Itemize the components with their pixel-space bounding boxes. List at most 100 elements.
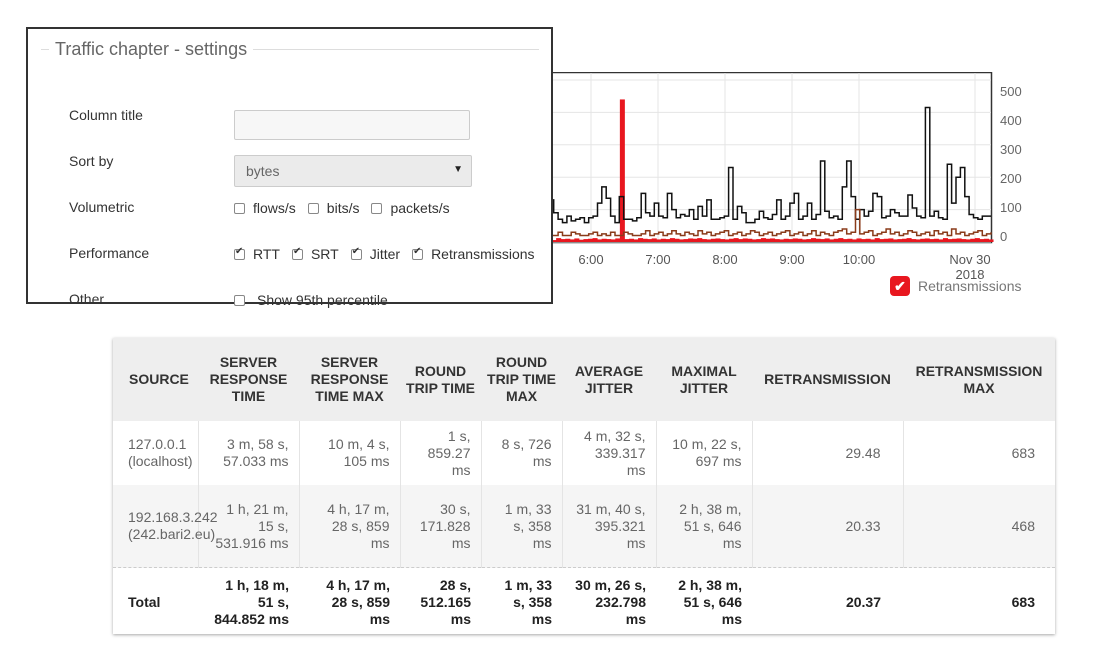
checkbox-rtt[interactable]: [234, 246, 245, 260]
performance-label: Performance: [69, 245, 150, 261]
retransmission-bar: [897, 239, 903, 242]
retransmission-bar: [765, 238, 771, 242]
settings-fieldset: Traffic chapter - settings Column title …: [41, 39, 539, 308]
checkbox-retransmissions[interactable]: [412, 246, 424, 260]
x-tick-label: 8:00: [712, 252, 738, 267]
volumetric-packets[interactable]: packets/s: [371, 200, 450, 216]
chart-legend-retransmissions[interactable]: ✔ Retransmissions: [890, 276, 1021, 296]
settings-dialog: Traffic chapter - settings Column title …: [26, 27, 553, 308]
other-95th-percentile[interactable]: Show 95th percentile: [234, 292, 388, 308]
x-tick-label-date: Nov 30 2018: [940, 252, 1000, 282]
retransmission-bar: [779, 239, 785, 242]
retransmission-bar: [760, 238, 766, 242]
table-cell: 4 m, 32 s, 339.317 ms: [562, 421, 657, 485]
series-line-2: [545, 208, 992, 237]
table-total-row: Total 1 h, 18 m, 51 s, 844.852 ms 4 h, 1…: [113, 568, 1055, 637]
retransmission-bar: [820, 239, 826, 242]
table-cell: 8 s, 726 ms: [481, 421, 563, 485]
column-header[interactable]: AVERAGE JITTER: [562, 338, 656, 421]
checkbox-packets[interactable]: [371, 202, 383, 214]
retransmission-bar: [829, 239, 835, 242]
table-cell: 1 h, 18 m, 51 s, 844.852 ms: [214, 576, 289, 627]
checkbox-flows[interactable]: [234, 202, 245, 214]
column-header[interactable]: RETRANSMISSION: [752, 338, 903, 421]
table-row: 192.168.3.242 (242.bari2.eu) 1 h, 21 m, …: [113, 485, 1055, 568]
checkbox-95th-percentile[interactable]: [234, 294, 245, 306]
column-header[interactable]: ROUND TRIP TIME: [400, 338, 481, 421]
table-cell: 20.33: [752, 485, 904, 568]
retransmission-bar: [578, 239, 584, 242]
retransmission-bar: [583, 239, 589, 242]
table-cell: 10 m, 4 s, 105 ms: [299, 421, 401, 485]
table-cell: 4 h, 17 m, 28 s, 859 ms: [299, 485, 401, 568]
column-header[interactable]: SERVER RESPONSE TIME MAX: [299, 338, 400, 421]
column-header[interactable]: RETRANSMISSION MAX: [903, 338, 1055, 421]
table-cell: 28 s, 512.165 ms: [420, 576, 471, 627]
retransmission-bar: [697, 238, 703, 242]
retransmission-bar: [565, 238, 571, 242]
retransmission-bar: [683, 239, 689, 242]
checkbox-jitter[interactable]: [350, 246, 362, 260]
retransmission-bar: [560, 239, 566, 242]
checkbox-label: Jitter: [369, 246, 401, 262]
retransmission-bar: [751, 239, 757, 242]
table-cell: 31 m, 40 s, 395.321 ms: [562, 485, 657, 568]
table-cell: 3 m, 58 s, 57.033 ms: [198, 421, 300, 485]
retransmission-bar: [902, 238, 908, 242]
retransmission-bar: [806, 239, 812, 242]
column-title-input[interactable]: [234, 110, 470, 140]
retransmission-bar: [624, 239, 630, 242]
retransmission-bar: [888, 238, 894, 242]
retransmission-bar: [801, 239, 807, 242]
retransmission-bar: [701, 239, 707, 242]
table-cell-total-label: Total: [128, 593, 161, 610]
sort-by-select[interactable]: bytes ▼: [234, 155, 472, 187]
checkbox-srt[interactable]: [291, 246, 303, 260]
other-label: Other: [69, 291, 105, 307]
performance-options: RTT SRT Jitter Retransmissions: [234, 246, 547, 262]
retransmission-bar: [974, 238, 980, 242]
volumetric-bits[interactable]: bits/s: [307, 200, 359, 216]
settings-title: Traffic chapter - settings: [55, 39, 248, 59]
sort-by-value: bytes: [246, 163, 280, 179]
retransmission-bar: [838, 238, 844, 242]
chevron-down-icon: ▼: [453, 164, 463, 175]
retransmission-bar: [656, 239, 662, 242]
retransmission-bar: [847, 238, 853, 242]
retransmission-bar: [929, 239, 935, 242]
retransmission-bar: [592, 238, 598, 242]
retransmission-bar: [651, 238, 657, 242]
retransmission-bar: [610, 239, 616, 242]
retransmission-bar: [797, 238, 803, 242]
column-header[interactable]: ROUND TRIP TIME MAX: [481, 338, 562, 421]
retransmission-bar: [965, 239, 971, 242]
retransmission-bar: [724, 239, 730, 242]
column-header[interactable]: MAXIMAL JITTER: [656, 338, 752, 421]
checkbox-bits[interactable]: [307, 202, 319, 214]
traffic-table: SOURCE SERVER RESPONSE TIME SERVER RESPO…: [113, 338, 1055, 634]
retransmission-bar: [551, 240, 557, 242]
column-header[interactable]: SERVER RESPONSE TIME: [198, 338, 299, 421]
legend-checkbox[interactable]: ✔: [890, 276, 910, 296]
table-cell: 4 h, 17 m, 28 s, 859 ms: [326, 576, 390, 627]
x-tick-label: 6:00: [578, 252, 604, 267]
retransmission-bar: [970, 238, 976, 242]
performance-retransmissions[interactable]: Retransmissions: [412, 246, 535, 262]
traffic-data-table: SOURCE SERVER RESPONSE TIME SERVER RESPO…: [113, 338, 1055, 636]
checkbox-label: packets/s: [390, 200, 450, 216]
retransmission-bar: [647, 239, 653, 242]
performance-rtt[interactable]: RTT: [234, 246, 280, 262]
retransmission-bar: [788, 239, 794, 242]
retransmission-bar: [947, 239, 953, 242]
performance-srt[interactable]: SRT: [291, 246, 339, 262]
retransmission-bar: [792, 238, 798, 242]
retransmission-bar: [674, 238, 680, 242]
retransmission-bar: [842, 239, 848, 242]
retransmission-bar: [783, 238, 789, 242]
y-tick-label: 500: [1000, 84, 1022, 99]
retransmission-bar: [756, 239, 762, 242]
volumetric-flows[interactable]: flows/s: [234, 200, 296, 216]
other-options: Show 95th percentile: [234, 292, 400, 308]
performance-jitter[interactable]: Jitter: [350, 246, 401, 262]
column-header[interactable]: SOURCE: [113, 338, 198, 421]
